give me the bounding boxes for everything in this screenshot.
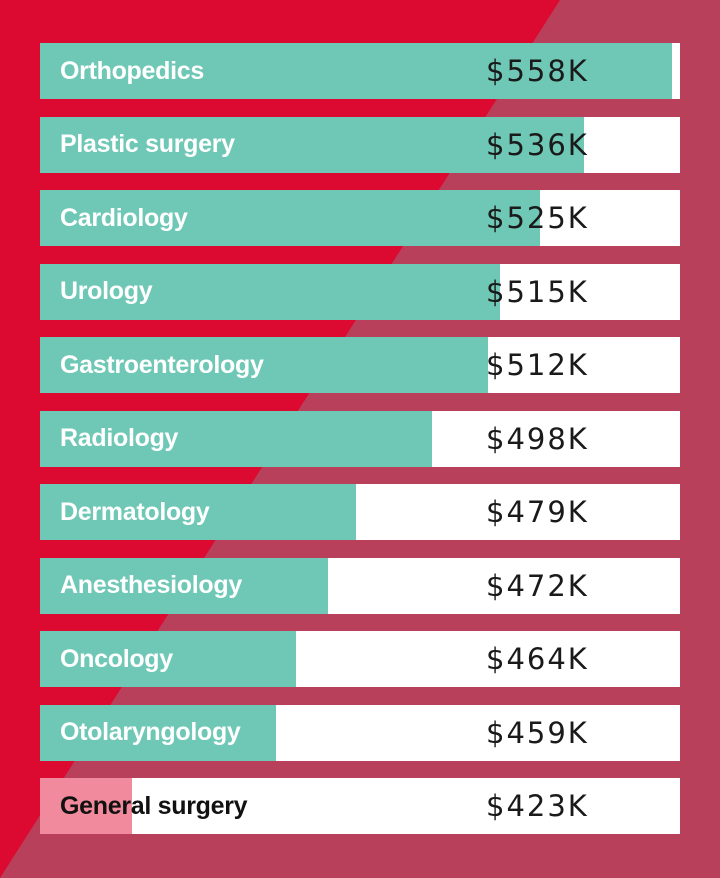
- value-label: $525K: [486, 201, 589, 235]
- value-label: $515K: [486, 274, 589, 309]
- value-label: $464K: [486, 642, 589, 676]
- value-label: $459K: [486, 715, 589, 750]
- category-label: Radiology: [60, 424, 179, 452]
- value-label: $512K: [486, 348, 589, 382]
- bar-row: Dermatology $479K: [40, 484, 680, 540]
- bar: [40, 337, 488, 393]
- bar: [40, 410, 432, 467]
- bar-row: Cardiology $525K: [40, 190, 680, 246]
- bar-row: Gastroenterology $512K: [40, 337, 680, 393]
- value-label: $479K: [486, 495, 589, 529]
- category-label: Gastroenterology: [60, 350, 264, 379]
- bar-row: Orthopedics $558K: [40, 43, 680, 99]
- bar: [40, 557, 328, 614]
- bar-row: Anesthesiology $472K: [40, 557, 680, 614]
- bar: [40, 484, 356, 540]
- bar-row: General surgery $423K: [40, 778, 680, 834]
- bar: [40, 190, 540, 246]
- bar: [40, 631, 296, 687]
- bar: [40, 778, 132, 834]
- category-label: Oncology: [60, 644, 173, 673]
- category-label: General surgery: [60, 791, 248, 820]
- bar-row: Radiology $498K: [40, 410, 680, 467]
- category-label: Cardiology: [60, 203, 188, 232]
- bar: [40, 116, 584, 173]
- bar-row: Otolaryngology $459K: [40, 704, 680, 761]
- category-label: Urology: [60, 277, 153, 305]
- bar-row: Urology $515K: [40, 263, 680, 320]
- bar-row: Oncology $464K: [40, 631, 680, 687]
- category-label: Orthopedics: [60, 56, 204, 85]
- value-label: $423K: [486, 789, 589, 823]
- bar-row: Plastic surgery $536K: [40, 116, 680, 173]
- bar: [40, 704, 276, 761]
- category-label: Dermatology: [60, 497, 210, 526]
- bar: [40, 43, 672, 99]
- category-label: Plastic surgery: [60, 130, 235, 158]
- value-label: $498K: [486, 421, 589, 456]
- category-label: Otolaryngology: [60, 718, 241, 746]
- value-label: $558K: [486, 54, 589, 88]
- value-label: $472K: [486, 568, 589, 603]
- category-label: Anesthesiology: [60, 571, 242, 599]
- bar: [40, 263, 500, 320]
- value-label: $536K: [486, 127, 589, 162]
